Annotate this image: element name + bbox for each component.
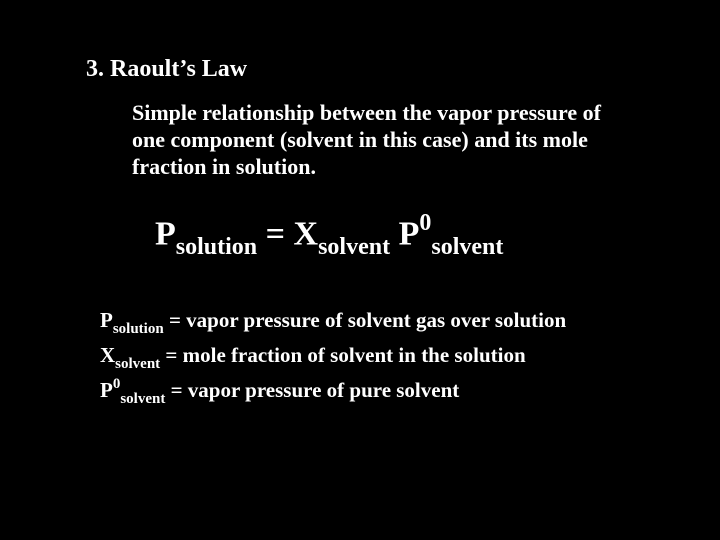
def-symbol: P [100, 378, 113, 402]
slide-title: 3. Raoult’s Law [86, 56, 247, 83]
definition-row: P0solvent = vapor pressure of pure solve… [100, 375, 640, 410]
def-symbol: P [100, 308, 113, 332]
def-equals: = [160, 343, 182, 367]
def-text: mole fraction of solvent in the solution [183, 343, 526, 367]
eq-term2-subscript: solvent [431, 234, 503, 260]
def-text: vapor pressure of pure solvent [188, 378, 459, 402]
eq-space [390, 215, 399, 252]
def-subscript: solvent [120, 391, 165, 407]
eq-lhs-symbol: P [155, 215, 176, 252]
eq-term1-subscript: solvent [318, 234, 390, 260]
def-subscript: solvent [115, 356, 160, 372]
eq-term1-symbol: X [294, 215, 319, 252]
definition-row: Psolution = vapor pressure of solvent ga… [100, 305, 640, 340]
eq-term2-superscript: 0 [419, 210, 431, 236]
def-text: vapor pressure of solvent gas over solut… [186, 308, 566, 332]
definition-row: Xsolvent = mole fraction of solvent in t… [100, 340, 640, 375]
eq-lhs-subscript: solution [176, 234, 257, 260]
def-equals: = [164, 308, 186, 332]
def-subscript: solution [113, 321, 164, 337]
def-symbol: X [100, 343, 115, 367]
eq-term2-symbol: P [399, 215, 420, 252]
description-text: Simple relationship between the vapor pr… [132, 100, 632, 180]
raoults-law-equation: Psolution = Xsolvent P0solvent [155, 212, 503, 259]
definitions-block: Psolution = vapor pressure of solvent ga… [100, 305, 640, 410]
slide: 3. Raoult’s Law Simple relationship betw… [0, 0, 720, 540]
def-equals: = [165, 378, 187, 402]
eq-equals: = [257, 215, 293, 252]
def-superscript: 0 [113, 376, 121, 392]
